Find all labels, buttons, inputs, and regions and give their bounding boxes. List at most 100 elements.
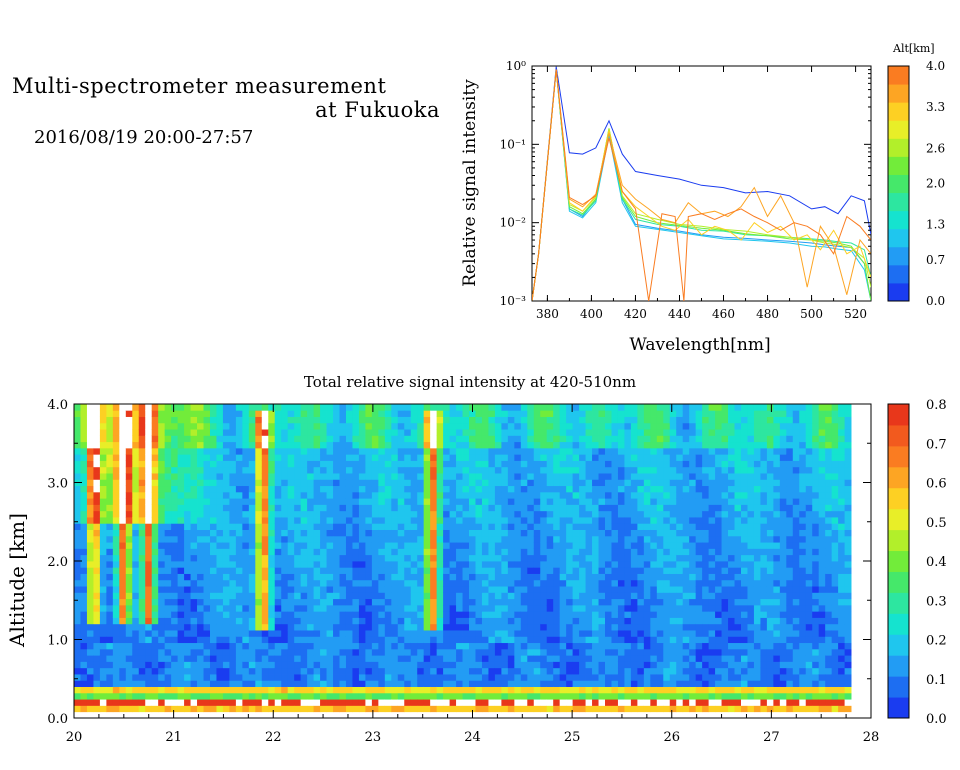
heatmap-cell [171, 579, 179, 587]
heatmap-cell [695, 573, 703, 581]
heatmap-cell [281, 447, 289, 455]
heatmap-cell [417, 460, 425, 468]
heatmap-cell [507, 498, 515, 505]
heatmap-cell [281, 460, 289, 468]
heatmap-cell [358, 454, 366, 461]
heatmap-cell [436, 510, 444, 518]
heatmap-cell [274, 680, 282, 687]
heatmap-cell [695, 517, 703, 524]
heatmap-cell [281, 529, 289, 537]
heatmap-cell [261, 498, 269, 505]
heatmap-cell [598, 667, 606, 675]
heatmap-cell [106, 554, 114, 562]
heatmap-cell [404, 435, 412, 443]
heatmap-cell [397, 630, 405, 637]
heatmap-cell [527, 592, 535, 600]
heatmap-cell [80, 567, 88, 574]
heatmap-cell [268, 485, 276, 493]
heatmap-cell [689, 642, 697, 650]
heatmap-cell [151, 447, 159, 455]
heatmap-cell [184, 410, 191, 417]
heatmap-cell [689, 416, 697, 424]
heatmap-cell [320, 661, 327, 669]
heatmap-cell [274, 586, 282, 593]
heatmap-cell [417, 410, 425, 417]
heatmap-cell [546, 542, 554, 549]
heatmap-cell [313, 460, 321, 468]
heatmap-cell [287, 655, 295, 662]
heatmap-cell [229, 435, 237, 443]
heatmap-cell [313, 586, 321, 593]
heatmap-cell [566, 523, 574, 530]
heatmap-cell [617, 416, 625, 424]
heatmap-cell [132, 435, 140, 443]
heatmap-cell [365, 435, 373, 443]
heatmap-cell [404, 460, 412, 468]
heatmap-cell [475, 680, 483, 687]
heatmap-cell [86, 692, 94, 700]
heatmap-cell [242, 642, 250, 650]
heatmap-cell [307, 699, 314, 706]
heatmap-cell [352, 680, 360, 687]
heatmap-cell [643, 548, 651, 556]
heatmap-cell [501, 504, 509, 512]
heatmap-cell [190, 485, 198, 493]
altitude-colorbar-band [888, 246, 909, 266]
heatmap-cell [378, 674, 386, 681]
heatmap-cell [689, 466, 697, 474]
heatmap-cell [553, 429, 561, 436]
heatmap-cell [333, 661, 340, 669]
heatmap-cell [643, 479, 651, 487]
heatmap-cell [248, 561, 256, 568]
heatmap-cell [501, 485, 509, 493]
heatmap-cell [171, 674, 179, 681]
heatmap-cell [190, 435, 198, 443]
heatmap-cell [74, 498, 81, 505]
heatmap-cell [585, 542, 593, 549]
heatmap-cell [494, 680, 502, 687]
heatmap-cell [481, 692, 489, 700]
heatmap-cell [358, 504, 366, 512]
heatmap-cell [423, 523, 431, 530]
heatmap-cell [164, 441, 172, 449]
heatmap-cell [533, 686, 541, 694]
heatmap-cell [436, 498, 444, 505]
heatmap-cell [93, 604, 101, 612]
heatmap-cell [151, 692, 159, 700]
heatmap-cell [333, 410, 340, 417]
heatmap-cell [397, 648, 405, 656]
heatmap-cell [533, 454, 541, 461]
heatmap-cell [475, 573, 483, 581]
heatmap-cell [99, 674, 107, 681]
heatmap-cell [80, 498, 88, 505]
heatmap-cell [229, 554, 237, 562]
heatmap-cell [307, 680, 314, 687]
heatmap-cell [177, 617, 185, 625]
heatmap-cell [559, 699, 567, 706]
heatmap-cell [209, 623, 217, 631]
heatmap-cell [410, 517, 418, 524]
heatmap-cell [585, 416, 593, 424]
heatmap-cell [197, 517, 204, 524]
heatmap-cell [164, 579, 172, 587]
heatmap-cell [533, 586, 541, 593]
heatmap-cell [624, 623, 632, 631]
heatmap-cell [345, 454, 353, 461]
heatmap-cell [138, 429, 146, 436]
heatmap-cell [617, 404, 625, 411]
heatmap-cell [112, 699, 120, 706]
heatmap-cell [313, 680, 321, 687]
heatmap-cell [268, 416, 276, 424]
heatmap-cell [507, 636, 515, 644]
heatmap-cell [365, 535, 373, 543]
heatmap-cell [151, 504, 159, 512]
heatmap-cell [475, 561, 483, 568]
heatmap-cell [475, 623, 483, 631]
heatmap-cell [436, 422, 444, 430]
heatmap-cell [488, 661, 496, 669]
heatmap-cell [371, 636, 379, 644]
heatmap-cell [184, 466, 191, 474]
heatmap-cell [605, 674, 612, 681]
heatmap-cell [371, 479, 379, 487]
heatmap-cell [624, 504, 632, 512]
